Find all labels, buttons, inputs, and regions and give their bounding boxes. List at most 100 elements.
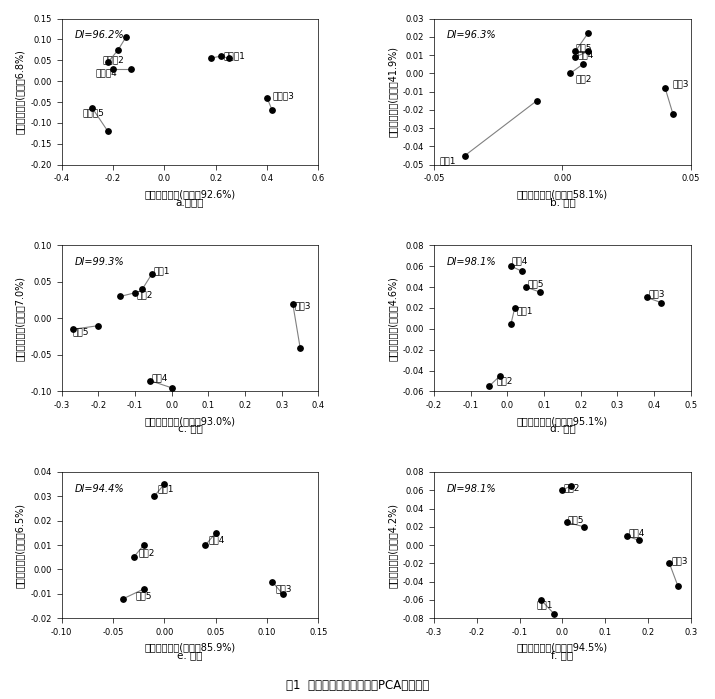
- Point: [561, 517, 573, 528]
- Point: [117, 593, 129, 605]
- Point: [93, 320, 104, 331]
- Y-axis label: 主成分分析２(贡献率6.8%): 主成分分析２(贡献率6.8%): [15, 49, 25, 134]
- Point: [672, 581, 684, 592]
- Point: [494, 370, 506, 382]
- Point: [223, 52, 235, 64]
- Text: d. 花椒: d. 花椒: [550, 424, 576, 433]
- Text: 肉桂5: 肉桂5: [576, 43, 592, 52]
- Text: DI=96.2%: DI=96.2%: [74, 30, 124, 41]
- Point: [578, 521, 590, 533]
- Text: DI=96.3%: DI=96.3%: [447, 30, 496, 41]
- Point: [112, 44, 124, 55]
- Point: [566, 480, 577, 491]
- Point: [506, 318, 517, 329]
- Text: 草果3: 草果3: [671, 556, 688, 565]
- Point: [114, 291, 126, 302]
- Point: [107, 63, 119, 74]
- Point: [557, 484, 568, 496]
- Point: [664, 558, 675, 569]
- X-axis label: 主成分分析１(贡献率94.5%): 主成分分析１(贡献率94.5%): [517, 642, 608, 652]
- Text: f. 草果: f. 草果: [551, 650, 573, 661]
- Point: [667, 108, 679, 119]
- Text: c. 八角: c. 八角: [177, 424, 202, 433]
- Text: 香叶1: 香叶1: [157, 484, 174, 493]
- Point: [509, 302, 521, 313]
- Text: 香叶2: 香叶2: [139, 548, 155, 557]
- Text: 小茴香1: 小茴香1: [223, 52, 245, 61]
- X-axis label: 主成分分析１(贡献率92.6%): 主成分分析１(贡献率92.6%): [144, 189, 236, 199]
- Text: 肉桂3: 肉桂3: [673, 80, 689, 89]
- Text: b. 肉桂: b. 肉桂: [550, 197, 576, 207]
- Point: [199, 540, 211, 551]
- Y-axis label: 主成分分析２(贡献率4.2%): 主成分分析２(贡献率4.2%): [388, 503, 398, 588]
- Point: [87, 103, 98, 114]
- Point: [67, 324, 79, 335]
- Point: [267, 576, 278, 587]
- Point: [102, 126, 114, 137]
- X-axis label: 主成分分析１(贡献率85.9%): 主成分分析１(贡献率85.9%): [144, 642, 236, 652]
- Point: [210, 527, 222, 538]
- Text: 香叶3: 香叶3: [275, 584, 292, 593]
- Text: 香叶5: 香叶5: [136, 592, 152, 600]
- Point: [570, 46, 581, 57]
- Point: [146, 269, 157, 280]
- Text: 花椒4: 花椒4: [511, 257, 528, 266]
- Point: [138, 584, 149, 595]
- Point: [262, 92, 273, 103]
- Text: 小茴香5: 小茴香5: [82, 108, 104, 117]
- Point: [656, 297, 667, 308]
- Point: [120, 31, 132, 43]
- Point: [536, 594, 547, 605]
- Point: [277, 589, 288, 600]
- Point: [633, 535, 645, 546]
- Text: DI=99.3%: DI=99.3%: [74, 257, 124, 267]
- Text: 小茴香4: 小茴香4: [95, 69, 117, 78]
- Text: 小茴香2: 小茴香2: [103, 56, 124, 65]
- X-axis label: 主成分分析１(贡献率93.0%): 主成分分析１(贡献率93.0%): [144, 416, 235, 426]
- Point: [483, 381, 495, 392]
- Text: 草果4: 草果4: [628, 528, 645, 538]
- Point: [128, 552, 139, 563]
- Point: [641, 292, 653, 303]
- Text: 八角2: 八角2: [137, 291, 153, 299]
- Text: DI=98.1%: DI=98.1%: [447, 257, 496, 267]
- Text: 肉桂2: 肉桂2: [576, 74, 591, 83]
- Text: 香叶4: 香叶4: [209, 535, 225, 545]
- Text: DI=98.1%: DI=98.1%: [447, 484, 496, 493]
- Point: [102, 57, 114, 68]
- Point: [506, 261, 517, 272]
- Point: [548, 608, 560, 619]
- Text: 草果1: 草果1: [537, 600, 553, 609]
- Point: [159, 479, 170, 490]
- Point: [137, 284, 148, 295]
- Text: 八角3: 八角3: [295, 301, 311, 310]
- Y-axis label: 主成分分析２(贡献率6.5%): 主成分分析２(贡献率6.5%): [15, 503, 25, 588]
- Point: [516, 266, 528, 277]
- Point: [144, 375, 155, 386]
- Text: 八角4: 八角4: [152, 374, 168, 383]
- Text: DI=94.4%: DI=94.4%: [74, 484, 124, 493]
- Point: [166, 382, 177, 394]
- Point: [570, 51, 581, 62]
- Point: [621, 531, 632, 542]
- Text: 草果5: 草果5: [568, 515, 584, 524]
- Text: 肉桂4: 肉桂4: [578, 50, 594, 59]
- Point: [267, 105, 278, 116]
- Point: [520, 282, 531, 293]
- Point: [129, 287, 141, 298]
- Point: [583, 27, 594, 38]
- Point: [125, 63, 137, 74]
- Text: 肉桂1: 肉桂1: [439, 157, 455, 166]
- Text: 草果2: 草果2: [563, 483, 580, 492]
- X-axis label: 主成分分析１(贡献率58.1%): 主成分分析１(贡献率58.1%): [517, 189, 608, 199]
- Point: [659, 82, 671, 94]
- Point: [583, 46, 594, 57]
- Text: 八角5: 八角5: [73, 327, 89, 336]
- Y-axis label: 主成分分析２(贡献率41.9%): 主成分分析２(贡献率41.9%): [388, 46, 398, 137]
- Point: [215, 50, 227, 62]
- X-axis label: 主成分分析１(贡献率95.1%): 主成分分析１(贡献率95.1%): [517, 416, 608, 426]
- Point: [287, 298, 298, 310]
- Point: [577, 59, 588, 70]
- Point: [138, 540, 149, 551]
- Text: 花椒1: 花椒1: [516, 307, 533, 315]
